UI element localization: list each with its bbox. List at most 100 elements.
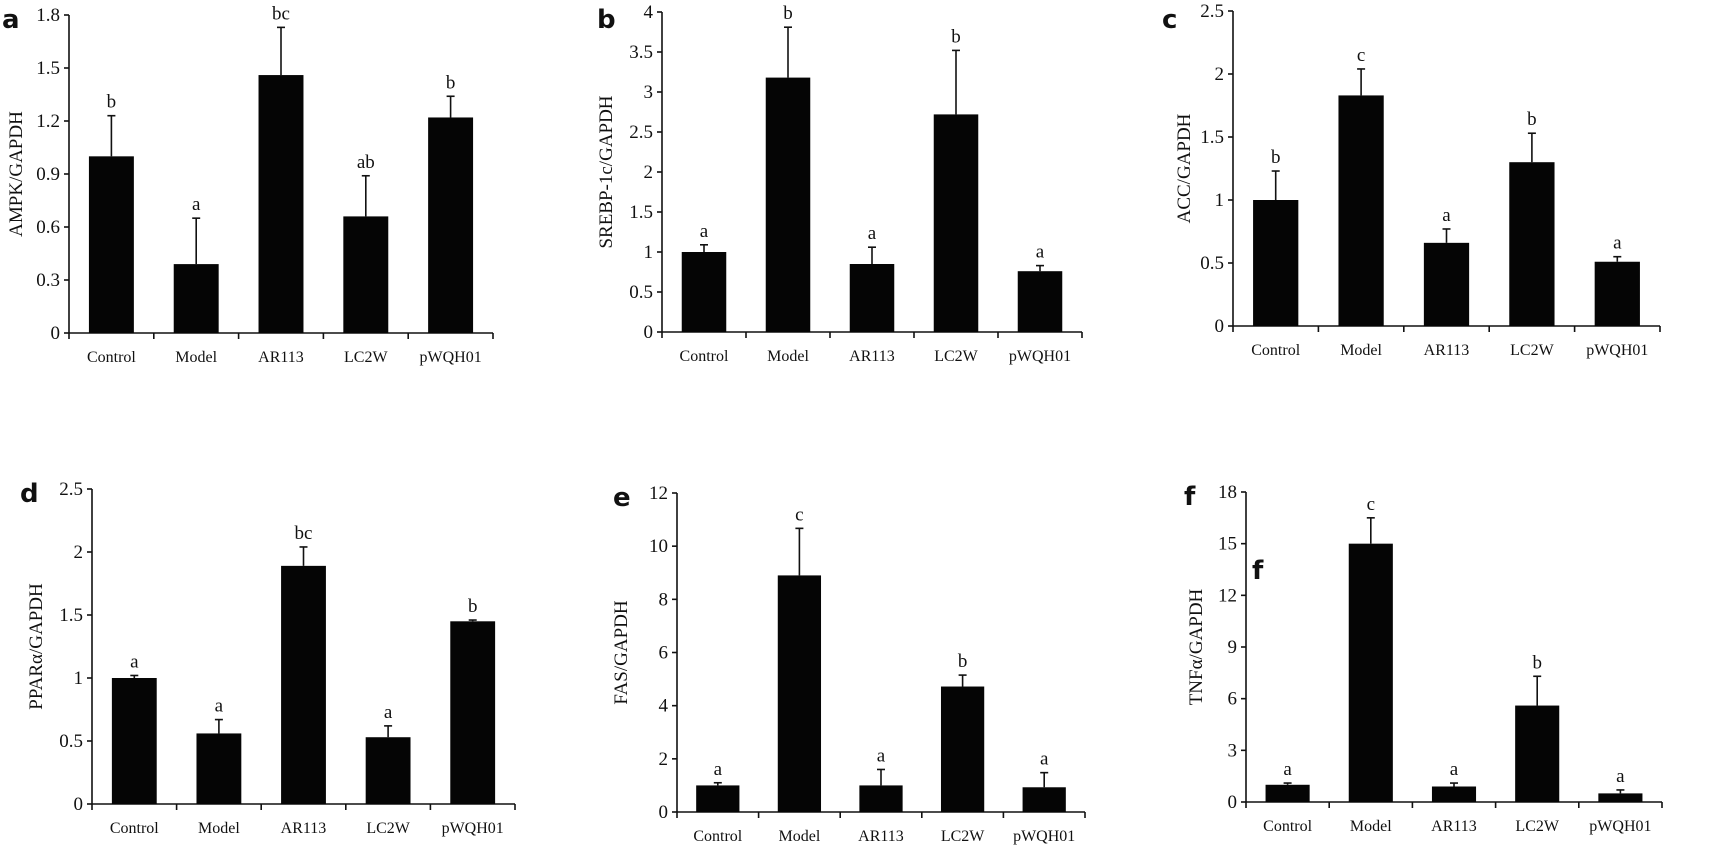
bar-lc2w <box>933 114 979 333</box>
y-axis-label: PPARα/GAPDH <box>26 583 47 710</box>
category-label: Control <box>1251 342 1300 359</box>
bar-control <box>88 156 134 333</box>
y-tick-label: 9 <box>1228 637 1238 658</box>
panel-letter: c <box>1162 5 1177 35</box>
y-tick-label: 2 <box>644 162 654 183</box>
significance-label: a <box>1040 749 1049 770</box>
category-label: LC2W <box>366 820 410 837</box>
category-label: LC2W <box>344 349 388 366</box>
bar-ar113 <box>859 785 903 812</box>
y-tick-label: 1.8 <box>36 5 60 26</box>
category-label: Control <box>693 828 742 845</box>
bar-ar113 <box>849 264 895 332</box>
significance-label: a <box>1036 242 1045 263</box>
y-tick-label: 3.5 <box>629 42 653 63</box>
y-tick-label: 0 <box>1228 792 1238 813</box>
y-tick-label: 3 <box>644 82 654 103</box>
significance-label: a <box>384 702 393 723</box>
y-tick-label: 2 <box>1215 64 1225 85</box>
significance-label: b <box>468 596 478 617</box>
y-tick-label: 4 <box>644 2 654 23</box>
significance-label: ab <box>357 152 375 173</box>
significance-label: a <box>877 745 886 766</box>
panel-a: a 0 0.3 0.6 0.9 1.2 1.5 1.8 AMPK/GAPDH b Control a M… <box>2 3 494 366</box>
y-axis-label: FAS/GAPDH <box>611 600 632 704</box>
y-tick-label: 3 <box>1228 740 1238 761</box>
bar-model <box>173 264 219 333</box>
bar-ar113 <box>1423 242 1470 326</box>
y-tick-label: 1 <box>74 668 84 689</box>
bar-ar113 <box>258 75 304 334</box>
y-tick-label: 1 <box>644 242 654 263</box>
y-tick-label: 0 <box>51 323 61 344</box>
y-tick-label: 12 <box>1218 585 1237 606</box>
y-axis-label: AMPK/GAPDH <box>6 111 27 237</box>
category-label: Model <box>1340 342 1382 359</box>
bar-control <box>111 678 157 804</box>
significance-label: a <box>1442 205 1451 226</box>
y-tick-label: 1.5 <box>59 605 83 626</box>
y-tick-label: 0 <box>1215 316 1225 337</box>
y-axis-label: SREBP-1c/GAPDH <box>596 95 617 248</box>
category-label: Control <box>1263 818 1312 835</box>
panel-letter: b <box>597 5 616 35</box>
category-label: pWQH01 <box>442 820 504 837</box>
category-label: AR113 <box>1424 342 1470 359</box>
bar-model <box>1348 543 1393 802</box>
y-axis-label: TNFα/GAPDH <box>1186 588 1207 705</box>
significance-label: c <box>1367 494 1375 515</box>
category-label: AR113 <box>849 348 895 365</box>
y-tick-label: 1.5 <box>36 58 60 79</box>
bar-model <box>765 77 811 332</box>
bar-lc2w <box>940 686 985 812</box>
category-label: AR113 <box>858 828 904 845</box>
category-label: LC2W <box>1510 342 1554 359</box>
bar-ar113 <box>281 565 326 804</box>
category-label: pWQH01 <box>1589 818 1651 835</box>
y-tick-label: 0 <box>659 802 669 823</box>
category-label: LC2W <box>934 348 978 365</box>
stray-panel-letter: f <box>1252 556 1264 586</box>
significance-label: b <box>783 3 793 24</box>
y-axis-label: ACC/GAPDH <box>1174 113 1195 223</box>
significance-label: bc <box>295 523 313 544</box>
category-label: Control <box>680 348 729 365</box>
significance-label: a <box>700 221 709 242</box>
category-label: AR113 <box>258 349 304 366</box>
category-label: Model <box>1350 818 1392 835</box>
panel-c: c 0 0.5 1 1.5 2 2.5 ACC/GAPDH b Control c Model a AR1… <box>1162 1 1661 359</box>
y-tick-label: 0.5 <box>629 282 653 303</box>
bar-control <box>696 785 740 812</box>
y-tick-label: 6 <box>1228 689 1238 710</box>
category-label: Control <box>110 820 159 837</box>
panel-letter: d <box>20 479 39 509</box>
significance-label: c <box>795 504 803 525</box>
y-tick-label: 2 <box>659 749 669 770</box>
y-tick-label: 8 <box>659 589 669 610</box>
bar-pwqh01 <box>1598 793 1643 802</box>
y-tick-label: 2.5 <box>1200 1 1224 22</box>
significance-label: b <box>107 92 117 113</box>
y-tick-label: 2.5 <box>59 479 83 500</box>
y-tick-label: 4 <box>659 696 669 717</box>
y-tick-label: 0.3 <box>36 270 60 291</box>
significance-label: a <box>1450 759 1459 780</box>
significance-label: a <box>1283 759 1292 780</box>
significance-label: b <box>1271 147 1281 168</box>
significance-label: b <box>446 72 456 93</box>
category-label: AR113 <box>281 820 327 837</box>
panel-letter: f <box>1184 482 1196 512</box>
bar-lc2w <box>1515 705 1560 802</box>
y-tick-label: 10 <box>649 536 668 557</box>
category-label: pWQH01 <box>1009 348 1071 365</box>
bar-lc2w <box>343 216 389 333</box>
significance-label: bc <box>272 3 290 24</box>
y-tick-label: 0 <box>644 322 654 343</box>
significance-label: c <box>1357 45 1365 66</box>
bar-model <box>777 575 822 812</box>
panel-e: e 0 2 4 6 8 10 12 FAS/GAPDH a Control c Model a AR113 b… <box>611 483 1086 845</box>
panel-letter: a <box>2 5 20 35</box>
bar-lc2w <box>1509 162 1555 326</box>
bar-pwqh01 <box>1017 271 1063 332</box>
